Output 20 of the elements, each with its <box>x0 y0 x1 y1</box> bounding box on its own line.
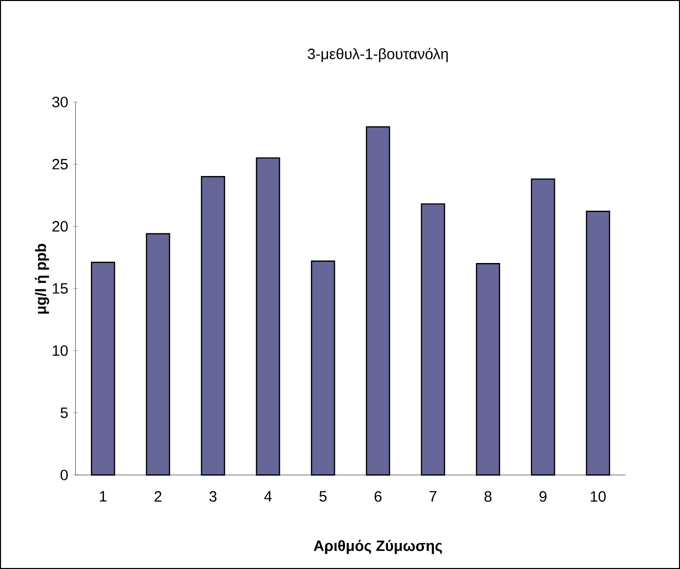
y-tick-label: 25 <box>52 158 68 170</box>
x-tick-label: 1 <box>100 491 106 502</box>
x-tick-label: 8 <box>484 491 492 502</box>
y-tick-label: 30 <box>52 96 68 108</box>
x-tick-label: 6 <box>374 491 382 502</box>
x-tick-label: 2 <box>154 491 162 502</box>
x-tick-label: 3 <box>209 491 217 502</box>
y-tick-label: 0 <box>60 470 68 480</box>
y-tick-label: 10 <box>52 345 68 356</box>
x-tick-label: 7 <box>430 491 436 502</box>
y-axis-title: μg/l ή ppb <box>34 244 50 314</box>
x-tick-label: 9 <box>540 491 546 502</box>
x-axis-title: Αριθμός Ζύμωσης <box>314 540 442 554</box>
y-tick-label: 20 <box>52 221 68 232</box>
x-tick-label: 4 <box>264 491 272 502</box>
x-tick-label: 5 <box>319 491 327 502</box>
x-tick-label: 10 <box>590 491 606 502</box>
y-tick-label: 5 <box>60 408 68 418</box>
chart-title: 3-μεθυλ-1-βουτανόλη <box>308 48 448 62</box>
y-tick-label: 15 <box>52 283 68 294</box>
